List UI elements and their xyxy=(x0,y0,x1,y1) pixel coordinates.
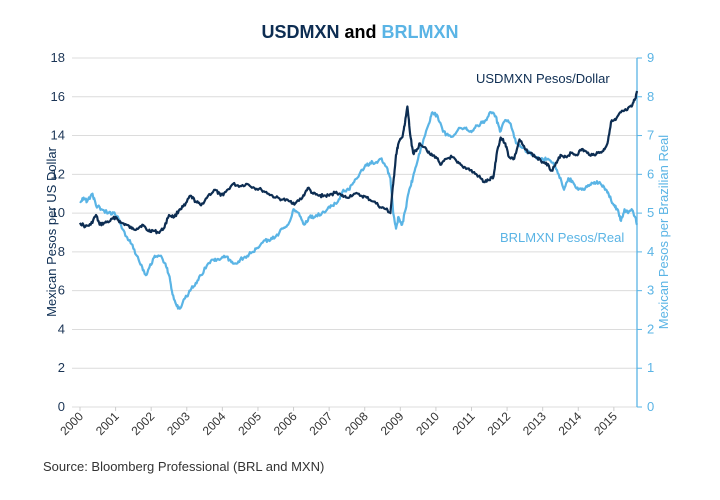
x-tick-label: 2005 xyxy=(235,409,264,438)
x-tick-label: 2013 xyxy=(520,409,549,438)
x-tick-label: 2011 xyxy=(449,409,477,437)
y-axis-right-label: Mexican Pesos per Brazilian Real xyxy=(656,135,671,329)
y-tick-left: 0 xyxy=(58,399,65,414)
x-tick-label: 2008 xyxy=(342,409,371,438)
y-tick-left: 10 xyxy=(51,205,65,220)
y-tick-right: 8 xyxy=(647,89,654,104)
y-tick-right: 3 xyxy=(647,283,654,298)
source-note: Source: Bloomberg Professional (BRL and … xyxy=(43,459,325,474)
y-axis-left-label: Mexican Pesos per US Dollar xyxy=(44,146,59,316)
x-tick-label: 2006 xyxy=(271,409,300,438)
y-tick-left: 2 xyxy=(58,360,65,375)
y-tick-left: 6 xyxy=(58,283,65,298)
y-tick-right: 1 xyxy=(647,360,654,375)
brlmxn-line xyxy=(79,110,638,310)
x-tick-label: 2014 xyxy=(556,409,585,438)
y-axis-left: 0 2 4 6 8 10 12 14 16 18 xyxy=(51,50,65,414)
usdmxn-line xyxy=(79,90,639,235)
chart-title: USDMXN and BRLMXN xyxy=(0,22,720,43)
y-tick-right: 9 xyxy=(647,50,654,65)
x-tick-label: 2004 xyxy=(200,409,229,438)
series-lines xyxy=(79,90,639,310)
x-tick-label: 2007 xyxy=(306,409,335,438)
x-tick-label: 2009 xyxy=(378,409,407,438)
y-tick-left: 14 xyxy=(51,128,65,143)
x-tick-label: 2003 xyxy=(164,409,193,438)
y-tick-left: 12 xyxy=(51,166,65,181)
y-tick-left: 18 xyxy=(51,50,65,65)
gridlines xyxy=(72,57,637,408)
x-axis: 2000 2001 2002 2003 2004 2005 2006 2007 2008 2009… xyxy=(57,407,620,438)
y-tick-right: 2 xyxy=(647,321,654,336)
y-tick-right: 0 xyxy=(647,399,654,414)
x-tick-label: 2001 xyxy=(93,409,122,438)
usdmxn-annotation: USDMXN Pesos/Dollar xyxy=(476,71,610,86)
y-tick-right: 4 xyxy=(647,244,654,259)
y-tick-left: 16 xyxy=(51,89,65,104)
y-tick-left: 8 xyxy=(58,244,65,259)
y-tick-right: 6 xyxy=(647,166,654,181)
y-tick-right: 5 xyxy=(647,205,654,220)
brlmxn-annotation: BRLMXN Pesos/Real xyxy=(500,230,624,245)
x-tick-label: 2002 xyxy=(129,409,158,438)
y-tick-left: 4 xyxy=(58,321,65,336)
y-axis-right: 0 1 2 3 4 5 6 7 8 9 xyxy=(637,50,654,414)
title-joiner: and xyxy=(339,22,382,42)
title-usdmxn: USDMXN xyxy=(261,22,340,42)
title-brlmxn: BRLMXN xyxy=(381,22,459,42)
x-tick-label: 2012 xyxy=(484,409,513,438)
x-tick-label: 2015 xyxy=(591,409,620,438)
x-tick-label: 2010 xyxy=(413,409,442,438)
y-tick-right: 7 xyxy=(647,128,654,143)
